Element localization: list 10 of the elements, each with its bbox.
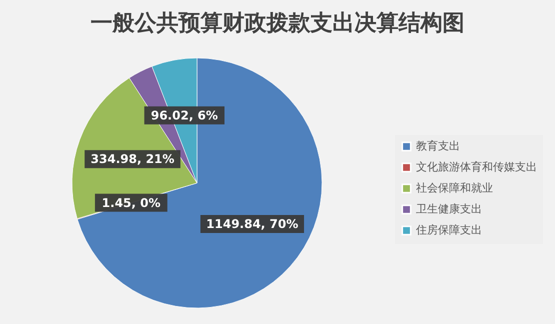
data-label: 1.45, 0% (102, 196, 161, 210)
legend-label: 住房保障支出 (416, 224, 482, 236)
data-label: 1149.84, 70% (206, 216, 298, 231)
chart-title: 一般公共预算财政拨款支出决算结构图 (90, 11, 464, 36)
legend-label: 社会保障和就业 (416, 182, 493, 194)
data-label: 334.98, 21% (90, 152, 174, 166)
legend-label: 教育支出 (416, 140, 460, 152)
data-label: 96.02, 6% (150, 108, 218, 122)
legend-label: 卫生健康支出 (416, 202, 482, 216)
legend-label: 文化旅游体育和传媒支出 (416, 160, 537, 174)
